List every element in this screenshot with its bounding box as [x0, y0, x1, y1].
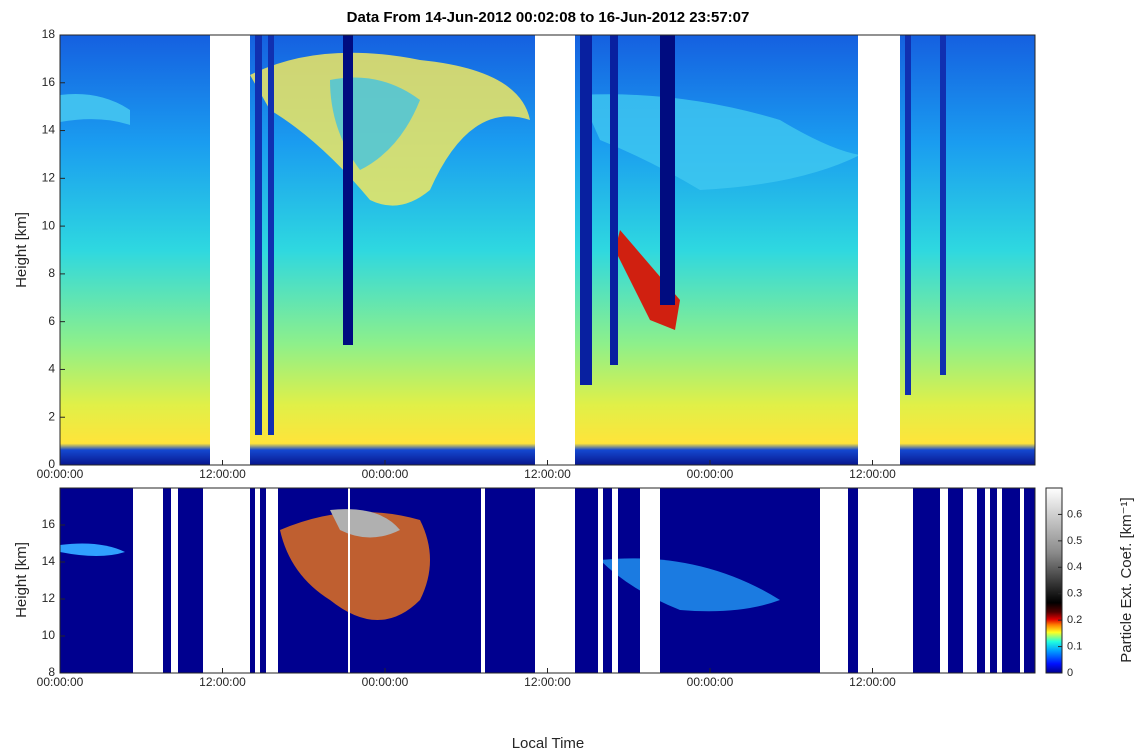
- y-tick-label: 12: [42, 171, 56, 185]
- y-tick-label: 0: [48, 457, 55, 471]
- x-tick-label: 00:00:00: [362, 675, 409, 689]
- x-tick-label: 00:00:00: [687, 675, 734, 689]
- y-tick-label: 8: [48, 266, 55, 280]
- y-tick-label: 6: [48, 314, 55, 328]
- x-tick-label: 12:00:00: [199, 675, 246, 689]
- y-tick-label: 14: [42, 554, 56, 568]
- y-tick-label: 8: [48, 665, 55, 679]
- x-tick-label: 12:00:00: [524, 467, 571, 481]
- colorbar-tick-label: 0.1: [1067, 640, 1082, 652]
- colorbar-tick-label: 0.3: [1067, 588, 1082, 600]
- colorbar-frame: [1045, 487, 1063, 674]
- colorbar-label: Particle Ext. Coef. [km⁻¹]: [1118, 497, 1135, 662]
- x-tick-label: 12:00:00: [199, 467, 246, 481]
- colorbar-tick-label: 0.2: [1067, 614, 1082, 626]
- colorbar-tick-label: 0.5: [1067, 535, 1082, 547]
- y-tick-label: 4: [48, 362, 55, 376]
- bottom-image: [60, 488, 1035, 673]
- x-tick-label: 00:00:00: [362, 467, 409, 481]
- colorbar-tick-label: 0.6: [1067, 508, 1082, 520]
- colorbar-tick-label: 0.4: [1067, 561, 1082, 573]
- y-tick-label: 14: [42, 123, 56, 137]
- y-tick-label: 2: [48, 409, 55, 423]
- y-tick-label: 12: [42, 591, 56, 605]
- x-tick-label: 00:00:00: [687, 467, 734, 481]
- x-tick-label: 12:00:00: [524, 675, 571, 689]
- y-axis-label: Height [km]: [13, 542, 30, 618]
- colorbar-tick-label: 0: [1067, 667, 1073, 679]
- y-tick-label: 16: [42, 75, 56, 89]
- y-axis-label: Height [km]: [13, 212, 30, 288]
- y-tick-label: 10: [42, 218, 56, 232]
- y-tick-label: 10: [42, 628, 56, 642]
- x-tick-label: 00:00:00: [37, 675, 84, 689]
- colorbar: [1046, 488, 1062, 673]
- top-image: [60, 35, 1035, 465]
- x-tick-label: 12:00:00: [849, 467, 896, 481]
- x-axis-label: Local Time: [512, 735, 585, 752]
- chart-title: Data From 14-Jun-2012 00:02:08 to 16-Jun…: [347, 9, 750, 26]
- y-tick-label: 18: [42, 27, 56, 41]
- x-tick-label: 12:00:00: [849, 675, 896, 689]
- x-tick-label: 00:00:00: [37, 467, 84, 481]
- y-tick-label: 16: [42, 517, 56, 531]
